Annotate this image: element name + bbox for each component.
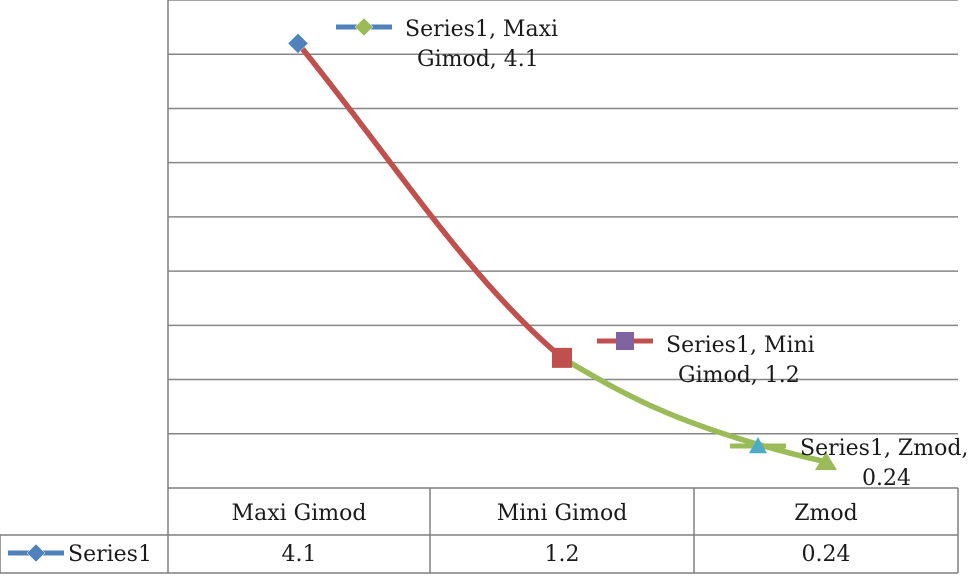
table-series-name: Series1 — [68, 542, 152, 567]
data-label-line: Gimod, 1.2 — [678, 363, 800, 388]
table-legend-key — [8, 543, 64, 563]
data-point-mini-gimod — [552, 347, 572, 368]
legend-key-marker — [26, 543, 46, 563]
data-label: Series1, Mini Gimod, 1.2 — [597, 332, 815, 388]
data-label-line: Gimod, 4.1 — [417, 47, 539, 72]
series-lines — [295, 40, 829, 465]
series-line-segment — [295, 40, 565, 361]
data-label-text: Series1, Maxi Gimod, 4.1 — [405, 17, 558, 72]
data-label-text: Series1, Zmod, 0.24 — [800, 436, 968, 491]
data-label-line: Series1, Maxi — [405, 17, 558, 42]
data-label-key-marker — [749, 437, 767, 454]
data-label-key-marker — [354, 17, 374, 37]
series-markers — [287, 33, 837, 470]
data-label-line: Series1, Mini — [666, 333, 815, 358]
data-label: Series1, Maxi Gimod, 4.1 — [336, 17, 558, 72]
table-value: 4.1 — [282, 542, 317, 567]
data-label-text: Series1, Mini Gimod, 1.2 — [666, 333, 815, 388]
table-value: 0.24 — [802, 542, 851, 567]
table-category-header: Maxi Gimod — [232, 501, 367, 526]
table-category-header: Zmod — [794, 501, 857, 526]
series-line-segment — [559, 355, 829, 465]
table-category-header: Mini Gimod — [497, 501, 628, 526]
data-point-maxi-gimod — [287, 33, 309, 54]
data-label-key-marker — [616, 332, 634, 350]
data-labels: Series1, Maxi Gimod, 4.1 Series1, Mini Gimo… — [336, 17, 968, 491]
data-label: Series1, Zmod, 0.24 — [730, 436, 968, 491]
gridlines — [168, 0, 958, 435]
data-table: Maxi Gimod Mini Gimod Zmod Series1 4.1 1.2 0.2… — [0, 487, 959, 574]
data-label-line: Series1, Zmod, — [800, 436, 968, 461]
data-point-zmod — [815, 451, 837, 470]
table-value: 1.2 — [545, 542, 580, 567]
data-label-line: 0.24 — [862, 466, 911, 491]
